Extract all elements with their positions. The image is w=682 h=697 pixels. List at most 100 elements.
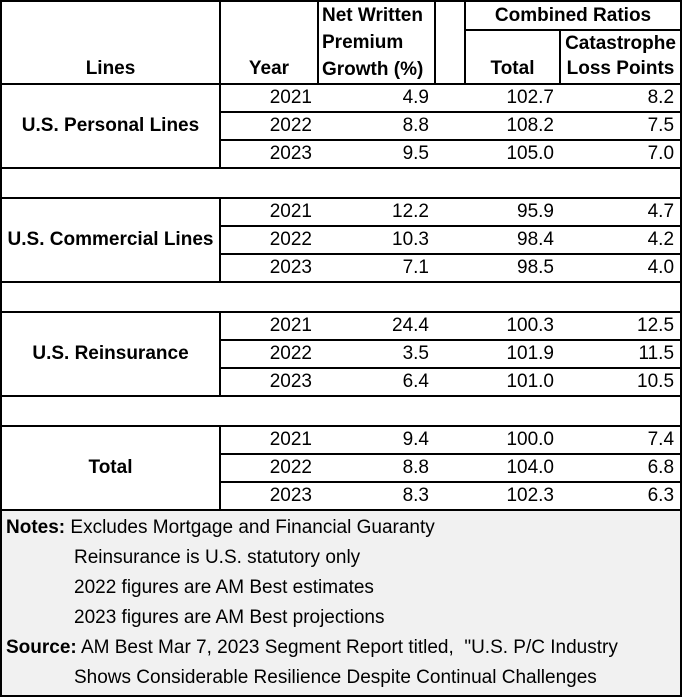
spacer-cell <box>435 368 465 397</box>
year-cell: 2022 <box>220 112 318 141</box>
year-cell: 2022 <box>220 340 318 369</box>
table-row: U.S. Reinsurance 2021 24.4 100.3 12.5 <box>2 312 681 397</box>
growth-cell: 9.5 <box>318 140 435 169</box>
header-row-top: Lines Year Net Written Premium Growth (%… <box>2 2 681 85</box>
total-cell: 104.0 <box>465 454 560 483</box>
total-cell: 105.0 <box>465 140 560 169</box>
line-label-total: Total <box>2 426 221 511</box>
growth-cell: 8.8 <box>318 454 435 483</box>
year-cell: 2022 <box>220 454 318 483</box>
header-cat-line2: Loss Points <box>566 58 675 79</box>
spacer-cell <box>435 112 465 141</box>
header-row-sub: Total Catastrophe Loss Points <box>2 30 681 85</box>
total-cell: 95.9 <box>465 198 560 227</box>
gap-cell <box>2 282 681 313</box>
table-row: 2022 8.8 104.0 6.8 <box>2 454 681 483</box>
header-total: Total <box>465 30 561 85</box>
source-line-1: Source: AM Best Mar 7, 2023 Segment Repo… <box>6 633 680 663</box>
spacer-cell <box>435 140 465 169</box>
year-cell: 2023 <box>220 140 318 169</box>
table-row: 2023 8.3 102.3 6.3 <box>2 482 681 511</box>
spacer-cell <box>435 254 465 283</box>
table-row: 2023 7.1 98.5 4.0 <box>2 254 681 283</box>
cat-cell: 7.4 <box>560 426 681 455</box>
cat-cell: 7.5 <box>560 112 681 141</box>
year-cell: 2023 <box>220 368 318 397</box>
cat-cell: 12.5 <box>560 312 681 341</box>
notes-text-1: Excludes Mortgage and Financial Guaranty <box>70 517 435 538</box>
year-cell: 2023 <box>220 482 318 511</box>
gap-cell <box>2 396 681 427</box>
growth-cell: 6.4 <box>318 368 435 397</box>
table-row: 2022 3.5 101.9 11.5 <box>2 340 681 369</box>
spacer-cell <box>435 198 465 227</box>
spacer-cell <box>435 482 465 511</box>
growth-cell: 24.4 <box>318 312 435 341</box>
header-combined-ratios: Combined Ratios <box>465 2 681 31</box>
cat-cell: 4.7 <box>560 198 681 227</box>
header-spacer-column <box>435 2 466 85</box>
spacer-cell <box>435 454 465 483</box>
year-cell: 2021 <box>220 84 318 113</box>
header-nwp-line1: Net Written <box>322 5 423 26</box>
line-label-reinsurance: U.S. Reinsurance <box>2 312 221 397</box>
growth-cell: 4.9 <box>318 84 435 113</box>
cat-cell: 8.2 <box>560 84 681 113</box>
cat-cell: 11.5 <box>560 340 681 369</box>
source-text-1: AM Best Mar 7, 2023 Segment Report title… <box>80 637 618 658</box>
table-row: Total 2021 9.4 100.0 7.4 <box>2 426 681 511</box>
gap-cell <box>2 168 681 199</box>
total-cell: 98.4 <box>465 226 560 255</box>
cat-cell: 4.0 <box>560 254 681 283</box>
notes-line-3: 2022 figures are AM Best estimates <box>74 577 374 598</box>
table-row: U.S. Personal Lines 2021 4.9 102.7 8.2 <box>2 84 681 169</box>
notes-footer: Notes: Excludes Mortgage and Financial G… <box>2 511 680 695</box>
header-nwp-line2: Premium <box>322 32 404 53</box>
year-cell: 2021 <box>220 312 318 341</box>
growth-cell: 10.3 <box>318 226 435 255</box>
table-row: 2023 6.4 101.0 10.5 <box>2 368 681 397</box>
header-cat-line1: Catastrophe <box>565 33 676 54</box>
total-cell: 98.5 <box>465 254 560 283</box>
header-lines: Lines <box>2 2 221 85</box>
total-cell: 108.2 <box>465 112 560 141</box>
total-cell: 101.0 <box>465 368 560 397</box>
header-nwp-growth: Net Written Premium Growth (%) <box>318 2 436 85</box>
table-row: 2022 8.8 108.2 7.5 <box>2 112 681 141</box>
header-catastrophe-loss-points: Catastrophe Loss Points <box>560 30 681 85</box>
cat-cell: 7.0 <box>560 140 681 169</box>
total-cell: 102.3 <box>465 482 560 511</box>
growth-cell: 8.3 <box>318 482 435 511</box>
total-cell: 102.7 <box>465 84 560 113</box>
table-row: U.S. Commercial Lines 2021 12.2 95.9 4.7 <box>2 198 681 283</box>
spacer-cell <box>435 312 465 341</box>
notes-label: Notes: <box>6 517 66 538</box>
spacer-cell <box>435 426 465 455</box>
year-cell: 2022 <box>220 226 318 255</box>
cat-cell: 4.2 <box>560 226 681 255</box>
ratios-table: Lines Year Net Written Premium Growth (%… <box>2 2 681 511</box>
notes-line-2: Reinsurance is U.S. statutory only <box>74 547 361 568</box>
total-cell: 101.9 <box>465 340 560 369</box>
cat-cell: 6.8 <box>560 454 681 483</box>
line-label-commercial: U.S. Commercial Lines <box>2 198 221 283</box>
header-nwp-line3: Growth (%) <box>322 59 424 80</box>
growth-cell: 7.1 <box>318 254 435 283</box>
year-cell: 2021 <box>220 198 318 227</box>
year-cell: 2021 <box>220 426 318 455</box>
section-gap-row <box>2 282 681 313</box>
growth-cell: 3.5 <box>318 340 435 369</box>
notes-line-4: 2023 figures are AM Best projections <box>74 607 385 628</box>
spacer-cell <box>435 84 465 113</box>
year-cell: 2023 <box>220 254 318 283</box>
section-gap-row <box>2 396 681 427</box>
notes-line-1: Notes: Excludes Mortgage and Financial G… <box>6 513 680 543</box>
source-label: Source: <box>6 637 77 658</box>
line-label-personal: U.S. Personal Lines <box>2 84 221 169</box>
growth-cell: 9.4 <box>318 426 435 455</box>
table-row: 2023 9.5 105.0 7.0 <box>2 140 681 169</box>
source-line-2: Shows Considerable Resilience Despite Co… <box>74 667 597 688</box>
cat-cell: 10.5 <box>560 368 681 397</box>
header-year: Year <box>220 2 319 85</box>
total-cell: 100.0 <box>465 426 560 455</box>
